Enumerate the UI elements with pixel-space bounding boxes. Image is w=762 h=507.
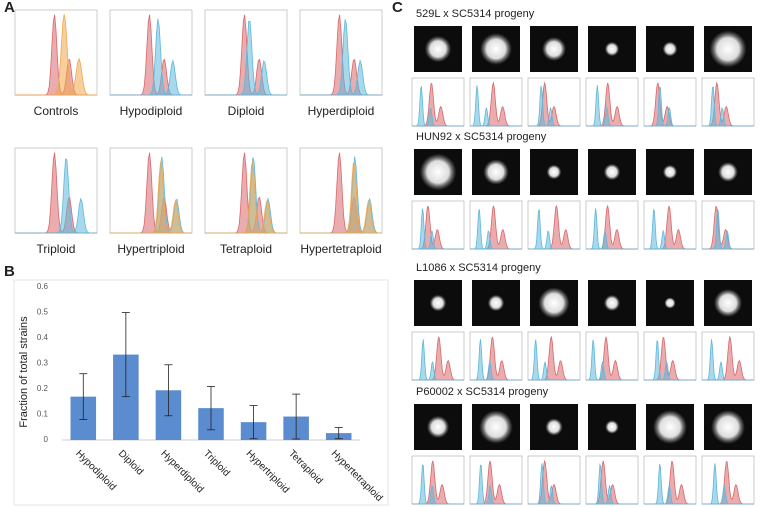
histogram-peak: [528, 85, 580, 127]
colony: [419, 153, 457, 191]
histogram-peak: [110, 161, 192, 234]
colony: [713, 288, 743, 318]
panel-c-title: 529L x SC5314 progeny: [416, 8, 535, 20]
colony: [710, 409, 746, 445]
colony: [604, 41, 620, 57]
histogram-peak: [644, 86, 696, 127]
histogram-peak: [412, 464, 464, 505]
histogram-peak: [470, 208, 522, 250]
y-tick-label: 0.4: [37, 333, 49, 342]
error-bar: [79, 373, 88, 421]
y-axis-label: Fraction of total strains: [18, 316, 30, 428]
colony: [664, 297, 676, 309]
histogram-peak: [15, 158, 97, 234]
panel-a-label: Hyperdiploid: [308, 104, 375, 118]
histogram-peak: [586, 463, 638, 505]
error-bar: [207, 386, 215, 431]
histogram-peak: [644, 463, 696, 505]
x-tick-label: Hypodiploid: [73, 448, 118, 493]
colony: [603, 163, 621, 181]
error-bar: [334, 427, 343, 440]
colony: [429, 294, 447, 312]
histogram-peak: [110, 18, 192, 96]
panel-c-title: HUN92 x SC5314 progeny: [416, 131, 547, 143]
histogram-peak: [528, 339, 580, 381]
histogram-peak: [702, 86, 754, 127]
colony: [709, 30, 747, 68]
x-tick-label: Hypertetraploid: [329, 448, 385, 504]
histogram-peak: [644, 340, 696, 381]
histogram-peak: [702, 339, 754, 381]
x-tick-label: Triploid: [201, 448, 232, 479]
histogram-peak: [702, 208, 754, 250]
colony: [718, 162, 738, 182]
histogram-peak: [412, 208, 464, 250]
histogram-peak: [300, 19, 382, 96]
x-tick-label: Diploid: [116, 448, 145, 477]
colony: [605, 420, 619, 434]
panel-c-title: P60002 x SC5314 progeny: [416, 386, 549, 398]
histogram-peak: [470, 464, 522, 505]
colony: [424, 35, 452, 63]
histogram-peak: [470, 339, 522, 381]
histogram-peak: [412, 339, 464, 381]
colony: [479, 410, 513, 444]
panel-a-label: Diploid: [228, 104, 265, 118]
y-tick-label: 0.6: [37, 282, 49, 291]
colony: [426, 415, 450, 439]
panel-label: A: [4, 0, 15, 16]
panel-label: C: [392, 0, 403, 16]
colony: [546, 164, 562, 180]
histogram-peak: [586, 339, 638, 381]
panel-a-label: Tetraploid: [220, 242, 272, 256]
histogram-peak: [412, 86, 464, 127]
colony: [542, 37, 566, 61]
histogram-peak: [702, 463, 754, 505]
y-tick-label: 0: [44, 435, 49, 444]
panel-label: B: [4, 263, 15, 280]
colony: [662, 164, 678, 180]
panel-a-label: Hypertriploid: [117, 242, 184, 256]
histogram-peak: [528, 463, 580, 505]
histogram-peak: [15, 14, 97, 96]
colony: [545, 418, 563, 436]
histogram-peak: [470, 85, 522, 127]
x-tick-label: Tetraploid: [286, 448, 324, 486]
histogram-frame: [411, 455, 465, 505]
colony: [662, 41, 678, 57]
histogram-peak: [586, 85, 638, 127]
colony: [480, 33, 512, 65]
error-bar: [292, 393, 301, 440]
y-tick-label: 0.1: [37, 410, 49, 419]
colony: [483, 159, 509, 185]
panel-a-label: Triploid: [37, 242, 76, 256]
histogram-peak: [644, 208, 696, 250]
colony: [538, 287, 570, 319]
colony: [487, 294, 505, 312]
panel-a-label: Hypodiploid: [120, 104, 183, 118]
y-tick-label: 0.2: [37, 384, 49, 393]
histogram-peak: [300, 162, 382, 234]
y-tick-label: 0.5: [37, 308, 49, 317]
plot-frame: [13, 279, 389, 506]
colony: [603, 294, 621, 312]
histogram-peak: [586, 208, 638, 250]
panel-a-label: Hypertetraploid: [300, 242, 381, 256]
panel-c-title: L1086 x SC5314 progeny: [416, 262, 541, 274]
histogram-peak: [205, 20, 287, 96]
error-bar: [249, 405, 258, 440]
error-bar: [121, 312, 130, 398]
y-tick-label: 0.3: [37, 359, 49, 368]
x-tick-label: Hypertriploid: [244, 448, 291, 495]
x-tick-label: Hyperdiploid: [158, 448, 205, 495]
histogram-peak: [528, 209, 580, 250]
colony: [652, 409, 688, 445]
panel-a-label: Controls: [34, 104, 79, 118]
error-bar: [164, 364, 173, 417]
histogram-peak: [205, 161, 287, 234]
